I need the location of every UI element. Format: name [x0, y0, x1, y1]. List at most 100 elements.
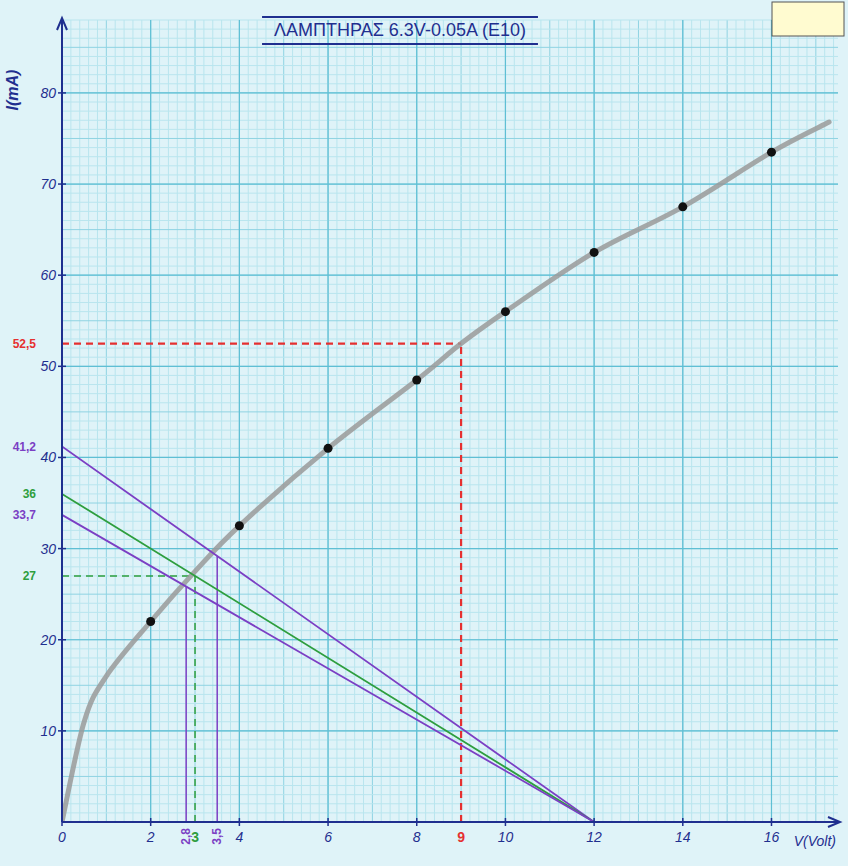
grid-line: [416, 20, 417, 822]
x-tick-label: 2: [146, 829, 155, 845]
data-point: [324, 444, 333, 453]
minor-grid-line: [62, 120, 838, 121]
minor-grid-line: [62, 639, 838, 640]
guide-vertical: [460, 344, 462, 822]
minor-grid-line: [62, 102, 838, 103]
minor-grid-line: [62, 165, 838, 166]
minor-grid-line: [62, 83, 838, 84]
title: ΛΑΜΠΤΗΡΑΣ 6.3V-0.05A (E10): [274, 20, 526, 40]
minor-grid-line: [62, 92, 838, 93]
y-tick: [58, 92, 66, 94]
minor-grid-line: [328, 20, 329, 822]
minor-grid-line: [62, 220, 838, 221]
minor-grid-line: [62, 65, 838, 66]
major-grid: [62, 20, 838, 822]
minor-grid-line: [62, 47, 838, 48]
x-axis-arrow: [828, 817, 840, 827]
annotation-x-label: 9: [457, 829, 465, 845]
minor-grid-line: [62, 484, 838, 485]
minor-grid-line: [62, 384, 838, 385]
x-tick: [239, 818, 241, 826]
grid-line: [62, 548, 838, 549]
grid-line: [239, 20, 240, 822]
y-tick: [58, 274, 66, 276]
data-point: [146, 617, 155, 626]
minor-grid-line: [62, 530, 838, 531]
title-rule: [262, 43, 538, 45]
minor-grid-line: [505, 20, 506, 822]
grid-line: [62, 366, 838, 367]
x-tick: [150, 818, 152, 826]
minor-grid-line: [62, 320, 838, 321]
minor-grid-line: [62, 776, 838, 777]
load-line: [62, 515, 594, 822]
minor-grid-line: [62, 712, 838, 713]
minor-grid-line: [62, 685, 838, 686]
grid-line: [327, 20, 328, 822]
data-point: [501, 307, 510, 316]
minor-grid-line: [62, 657, 838, 658]
minor-grid-line: [62, 411, 838, 412]
minor-grid-line: [62, 311, 838, 312]
minor-grid-line: [150, 20, 151, 822]
minor-grid-line: [62, 174, 838, 175]
y-tick: [58, 366, 66, 368]
minor-grid-line: [62, 348, 838, 349]
minor-grid-line: [62, 667, 838, 668]
minor-grid-line: [62, 266, 838, 267]
grid-line: [61, 20, 62, 822]
grid-line: [62, 92, 838, 93]
minor-grid-line: [62, 703, 838, 704]
minor-grid-line: [62, 138, 838, 139]
minor-grid-line: [62, 229, 838, 230]
minor-grid-line: [62, 730, 838, 731]
x-axis: [62, 821, 838, 823]
minor-grid-line: [62, 430, 838, 431]
x-tick-label: 0: [58, 829, 66, 845]
guide-vertical: [194, 576, 196, 822]
y-tick-label: 20: [39, 632, 56, 648]
minor-grid-line: [62, 621, 838, 622]
minor-grid-line: [62, 630, 838, 631]
y-tick-label: 60: [40, 267, 56, 283]
y-tick-label: 70: [40, 176, 56, 192]
minor-grid-line: [62, 612, 838, 613]
y-axis-title: I(mA): [4, 70, 21, 111]
minor-grid-line: [62, 594, 838, 595]
annotation-y-label: 36: [23, 487, 37, 501]
minor-grid-line: [62, 293, 838, 294]
minor-grid-line: [62, 284, 838, 285]
minor-grid-line: [461, 20, 462, 822]
minor-grid-line: [62, 475, 838, 476]
minor-grid-line: [62, 193, 838, 194]
minor-grid-line: [62, 648, 838, 649]
x-tick-label: 10: [498, 829, 514, 845]
annotation-y-label: 52,5: [13, 337, 37, 351]
grid-line: [62, 457, 838, 458]
note-box: [772, 2, 844, 36]
minor-grid-line: [62, 503, 838, 504]
minor-grid-line: [62, 439, 838, 440]
y-tick-label: 30: [40, 541, 56, 557]
minor-grid-line: [62, 557, 838, 558]
minor-grid-line: [62, 421, 838, 422]
annotation-y-label: 27: [23, 569, 37, 583]
minor-grid-line: [62, 329, 838, 330]
axes: [57, 18, 840, 827]
minor-grid-line: [62, 575, 838, 576]
minor-grid-line: [416, 20, 417, 822]
minor-grid-line: [62, 676, 838, 677]
x-tick: [505, 818, 507, 826]
minor-grid-line: [62, 694, 838, 695]
minor-grid-line: [62, 758, 838, 759]
grid-line: [594, 20, 595, 822]
minor-grid-line: [594, 20, 595, 822]
minor-grid-line: [62, 512, 838, 513]
grid-line: [771, 20, 772, 822]
y-tick: [58, 548, 66, 550]
minor-grid-line: [62, 794, 838, 795]
guide-horizontal: [62, 575, 195, 577]
minor-grid-line: [62, 20, 63, 822]
minor-grid-line: [62, 603, 838, 604]
minor-grid-line: [62, 202, 838, 203]
